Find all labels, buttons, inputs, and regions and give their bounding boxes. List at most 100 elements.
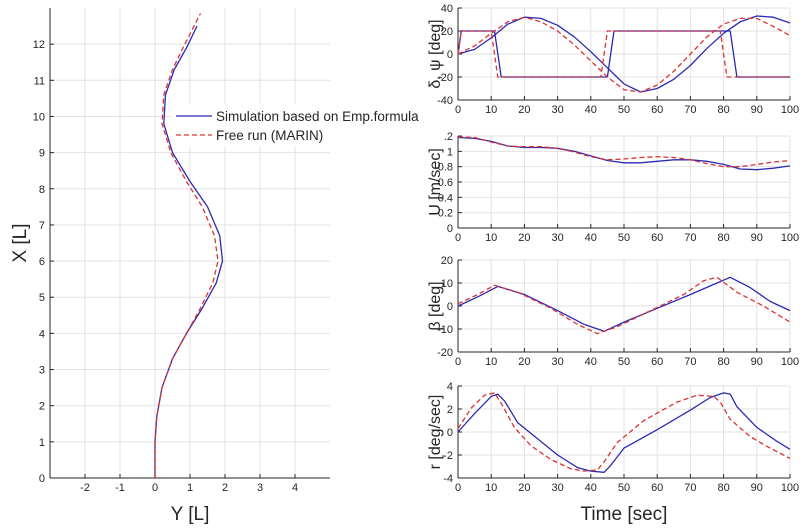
speed-x-tick-label: 100 (781, 232, 799, 244)
heading-x-tick-label: 30 (551, 104, 563, 116)
speed-y-tick-label: 1 (447, 146, 453, 158)
yaw-rate-x-tick-label: 40 (585, 482, 597, 494)
drift-x-tick-label: 10 (485, 356, 497, 368)
speed-y-tick-label: 0.8 (438, 162, 453, 174)
drift-x-tick-label: 30 (551, 356, 563, 368)
drift-x-tick-label: 0 (455, 356, 461, 368)
yaw-rate-y-tick-label: -4 (443, 473, 453, 485)
drift-y-axis-label: β [deg] (427, 281, 444, 330)
speed-x-tick-label: 40 (585, 232, 597, 244)
speed-x-tick-label: 70 (684, 232, 696, 244)
yaw-rate-marin-line (457, 392, 791, 472)
yaw-rate-x-tick-label: 100 (781, 482, 799, 494)
speed-y-tick-label: 0 (447, 223, 453, 235)
drift-simulation-line (457, 276, 791, 332)
drift-x-tick-label: 80 (717, 356, 729, 368)
trajectory-marin-line (154, 13, 219, 478)
plot-heading (457, 7, 791, 101)
yaw-rate-y-tick-label: 4 (447, 381, 453, 393)
yaw-rate-x-tick-label: 20 (518, 482, 530, 494)
legend-label: Free run (MARIN) (216, 128, 323, 143)
yaw-rate-y-tick-label: 2 (447, 404, 453, 416)
heading-x-tick-label: 90 (751, 104, 763, 116)
trajectory-x-tick-label: -2 (80, 482, 90, 494)
trajectory-y-tick-label: 11 (34, 75, 45, 87)
drift-x-tick-label: 70 (684, 356, 696, 368)
trajectory-y-tick-label: 7 (39, 220, 45, 232)
heading-x-tick-label: 0 (455, 104, 461, 116)
yaw-rate-x-tick-label: 10 (485, 482, 497, 494)
drift-y-tick-label: 20 (441, 255, 453, 267)
speed-x-tick-label: 60 (651, 232, 663, 244)
drift-y-tick-label: -10 (437, 324, 453, 336)
yaw-rate-x-tick-label: 30 (551, 482, 563, 494)
trajectory-y-tick-label: 5 (39, 292, 45, 304)
yaw-rate-x-tick-label: 50 (618, 482, 630, 494)
speed-x-tick-label: 10 (485, 232, 497, 244)
trajectory-y-tick-label: 1 (39, 437, 45, 449)
trajectory-x-tick-label: 3 (257, 482, 263, 494)
trajectory-y-axis-label: X [L] (10, 223, 31, 262)
drift-x-tick-label: 100 (781, 356, 799, 368)
speed-y-axis-label: U [m/sec] (427, 148, 444, 216)
legend (171, 103, 445, 147)
trajectory-x-tick-label: -1 (115, 482, 125, 494)
yaw-rate-simulation-line (457, 392, 791, 473)
trajectory-x-tick-label: 4 (292, 482, 298, 494)
drift-y-tick-label: 0 (447, 301, 453, 313)
speed-y-tick-label: 0.4 (438, 192, 453, 204)
yaw-rate-y-tick-label: -2 (443, 450, 453, 462)
drift-y-tick-label: 10 (441, 278, 453, 290)
heading-simulation-line (457, 15, 791, 93)
speed-x-tick-label: 20 (518, 232, 530, 244)
trajectory-y-tick-label: 6 (39, 256, 45, 268)
legend-box (171, 103, 445, 147)
trajectory-y-tick-label: 0 (39, 473, 45, 485)
legend-label: Simulation based on Emp.formula (216, 109, 419, 124)
heading-x-tick-label: 10 (485, 104, 497, 116)
trajectory-x-tick-label: 1 (187, 482, 193, 494)
heading-x-tick-label: 20 (518, 104, 530, 116)
speed-y-tick-label: 0.2 (438, 208, 453, 220)
trajectory-x-tick-label: 0 (152, 482, 158, 494)
yaw-rate-y-axis-label: r [deg/sec] (427, 395, 444, 470)
yaw-rate-x-tick-label: 70 (684, 482, 696, 494)
plot-yaw-rate (457, 385, 791, 479)
heading-y-axis-label: δ, ψ [deg] (427, 19, 444, 88)
trajectory-y-tick-label: 10 (33, 111, 45, 123)
speed-x-tick-label: 0 (455, 232, 461, 244)
drift-x-tick-label: 40 (585, 356, 597, 368)
heading-marin-line (457, 30, 790, 78)
speed-x-tick-label: 30 (551, 232, 563, 244)
trajectory-x-axis-label: Y [L] (171, 504, 210, 525)
drift-marin-line (457, 276, 791, 335)
drift-x-tick-label: 20 (518, 356, 530, 368)
heading-x-tick-label: 70 (684, 104, 696, 116)
drift-x-tick-label: 50 (618, 356, 630, 368)
heading-y-tick-label: 0 (447, 49, 453, 61)
yaw-rate-x-tick-label: 80 (717, 482, 729, 494)
drift-x-tick-label: 90 (751, 356, 763, 368)
speed-x-tick-label: 50 (618, 232, 630, 244)
plot-speed (457, 135, 791, 229)
heading-x-tick-label: 80 (717, 104, 729, 116)
trajectory-y-tick-label: 9 (39, 148, 45, 160)
trajectory-y-tick-label: 3 (39, 365, 45, 377)
heading-x-tick-label: 40 (585, 104, 597, 116)
speed-x-tick-label: 80 (717, 232, 729, 244)
speed-marin-line (457, 136, 791, 168)
heading-x-tick-label: 100 (781, 104, 799, 116)
plot-drift (457, 259, 791, 353)
yaw-rate-x-tick-label: 90 (751, 482, 763, 494)
heading-marin-line (457, 16, 791, 93)
heading-x-tick-label: 50 (618, 104, 630, 116)
trajectory-x-tick-label: 2 (222, 482, 228, 494)
heading-y-tick-label: -20 (437, 72, 453, 84)
heading-y-tick-label: 40 (441, 3, 453, 15)
trajectory-y-tick-label: 4 (39, 328, 45, 340)
yaw-rate-x-tick-label: 0 (455, 482, 461, 494)
yaw-rate-y-tick-label: 0 (447, 427, 453, 439)
heading-x-tick-label: 60 (651, 104, 663, 116)
trajectory-simulation-line (154, 25, 224, 478)
